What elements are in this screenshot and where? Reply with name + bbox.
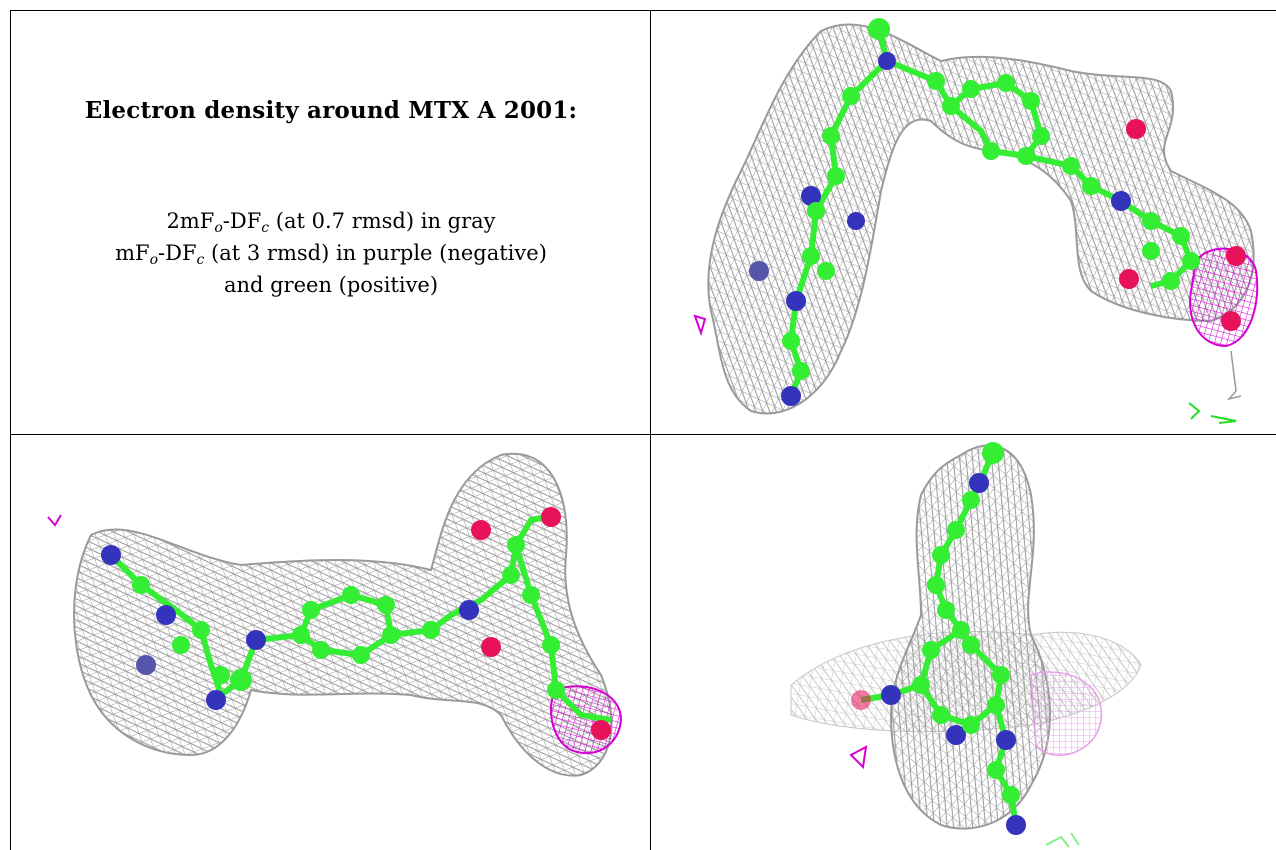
- mesh-isosurface: [707, 23, 1255, 415]
- negative-density-fragment: [693, 314, 707, 337]
- table-border-center: [650, 10, 651, 850]
- density-view-top-right: [693, 18, 1259, 424]
- density-view-bottom-left: [47, 452, 623, 777]
- negative-density-blob: [1189, 247, 1259, 348]
- mesh-tail: [1226, 350, 1242, 401]
- atoms: [851, 442, 1026, 835]
- caption-title: Electron density around MTX A 2001:: [84, 97, 578, 124]
- table-border-left: [10, 10, 11, 850]
- panel-bottom-right: [651, 435, 1276, 850]
- atoms: [749, 18, 1246, 406]
- negative-density-fragment: [47, 514, 62, 527]
- mesh-isosurface: [73, 452, 613, 777]
- caption-body: 2mFo-DFc (at 0.7 rmsd) in gray mFo-DFc (…: [11, 205, 650, 301]
- caption-cell: Electron density around MTX A 2001: 2mFo…: [11, 11, 650, 434]
- density-view-bottom-right: [790, 442, 1142, 848]
- figure-table: Electron density around MTX A 2001: 2mFo…: [10, 10, 1276, 850]
- panel-bottom-left: [11, 435, 650, 850]
- atoms: [101, 507, 611, 740]
- negative-density-fragment: [849, 745, 868, 770]
- table-border-middle: [10, 434, 1276, 435]
- positive-density-fragment: [1045, 832, 1080, 848]
- caption-line-2: mFo-DFc (at 3 rmsd) in purple (negative): [115, 241, 547, 268]
- negative-density-blob: [1030, 671, 1102, 756]
- caption-line-1: 2mFo-DFc (at 0.7 rmsd) in gray: [166, 209, 496, 236]
- panel-top-right: [651, 11, 1276, 434]
- positive-density-fragment: [1188, 402, 1237, 424]
- caption-line-3: and green (positive): [223, 273, 439, 297]
- table-border-top: [10, 10, 1276, 11]
